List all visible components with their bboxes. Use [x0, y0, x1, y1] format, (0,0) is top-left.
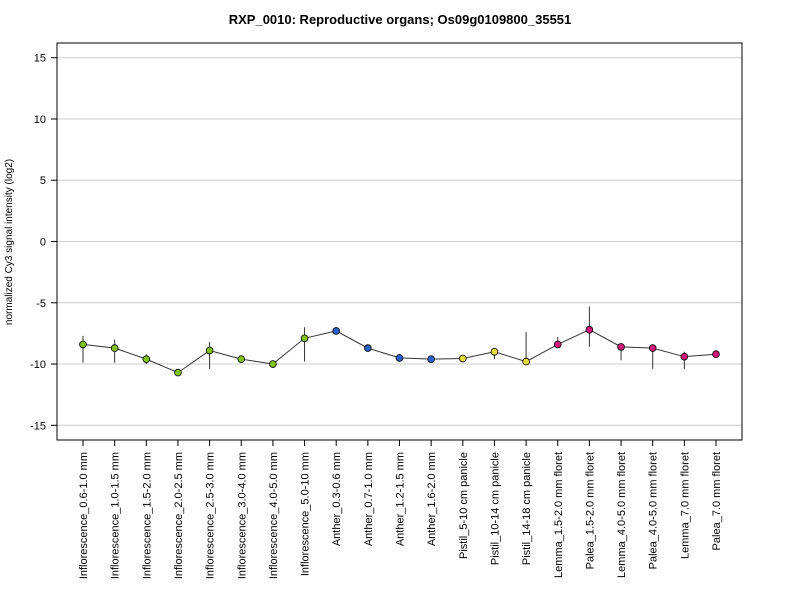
y-axis-title: normalized Cy3 signal intensity (log2): [4, 159, 15, 325]
data-point: [680, 352, 689, 361]
chart-title: RXP_0010: Reproductive organs; Os09g0109…: [228, 12, 572, 27]
y-tick-label: 10: [34, 114, 46, 126]
x-tick-label: Inflorescence_1.0-1.5 mm: [110, 452, 122, 579]
data-point: [142, 355, 151, 363]
x-tick-label: Anther_1.6-2.0 mm: [426, 452, 438, 546]
x-tick-label: Pistil_10-14 cm panicle: [489, 452, 501, 565]
x-tick-label: Lemma_1.5-2.0 mm floret: [553, 452, 565, 578]
x-tick-label: Anther_0.3-0.6 mm: [331, 452, 343, 546]
x-tick-label: Anther_1.2-1.5 mm: [395, 452, 407, 546]
data-point: [205, 346, 214, 355]
data-point: [364, 344, 372, 352]
data-point: [553, 340, 562, 349]
x-tick-label: Inflorescence_1.5-2.0 mm: [141, 452, 153, 579]
data-point: [648, 344, 657, 352]
y-tick-label: -15: [30, 420, 46, 432]
x-axis: Inflorescence_0.6-1.0 mm Inflorescence_1.…: [78, 440, 723, 579]
data-point: [174, 368, 182, 377]
x-tick-label: Inflorescence_5.0-10 mm: [300, 452, 312, 576]
x-tick-label: Palea_7.0 mm floret: [711, 452, 723, 550]
data-point: [522, 357, 530, 366]
data-point: [712, 350, 720, 359]
x-tick-label: Anther_0.7-1.0 mm: [363, 452, 375, 546]
y-tick-label: 5: [40, 175, 46, 187]
x-tick-label: Inflorescence_2.5-3.0 mm: [205, 452, 217, 579]
x-tick-label: Inflorescence_3.0-4.0 mm: [236, 452, 248, 579]
data-point: [332, 327, 341, 335]
data-point: [269, 360, 277, 368]
data-point: [490, 347, 499, 356]
data-point: [79, 340, 87, 349]
data-points: [79, 325, 720, 377]
x-tick-label: Palea_4.0-5.0 mm floret: [648, 452, 660, 569]
y-tick-label: 0: [40, 237, 46, 249]
y-tick-label: -5: [36, 298, 46, 310]
data-point: [237, 355, 246, 363]
data-point: [300, 334, 309, 343]
y-tick-label: -10: [30, 359, 46, 371]
data-point: [427, 355, 435, 363]
data-point: [110, 344, 119, 352]
x-tick-label: Inflorescence_0.6-1.0 mm: [78, 452, 90, 579]
x-tick-label: Palea_1.5-2.0 mm floret: [584, 452, 596, 569]
x-tick-label: Lemma_4.0-5.0 mm floret: [616, 452, 628, 578]
data-point: [395, 354, 404, 362]
x-tick-label: Pistil_5-10 cm panicle: [458, 452, 470, 559]
y-tick-label: 15: [34, 53, 46, 65]
x-tick-label: Inflorescence_2.0-2.5 mm: [173, 452, 185, 579]
data-point: [585, 325, 594, 334]
data-point: [617, 343, 625, 351]
grid-lines: [57, 57, 742, 426]
x-tick-label: Inflorescence_4.0-5.0 mm: [268, 452, 280, 579]
x-tick-label: Pistil_14-18 cm panicle: [521, 452, 533, 565]
x-tick-label: Lemma_7.0 mm floret: [679, 452, 691, 559]
data-point: [458, 354, 467, 363]
y-axis: -15 -10 -5 0 5 10 15: [30, 53, 57, 432]
